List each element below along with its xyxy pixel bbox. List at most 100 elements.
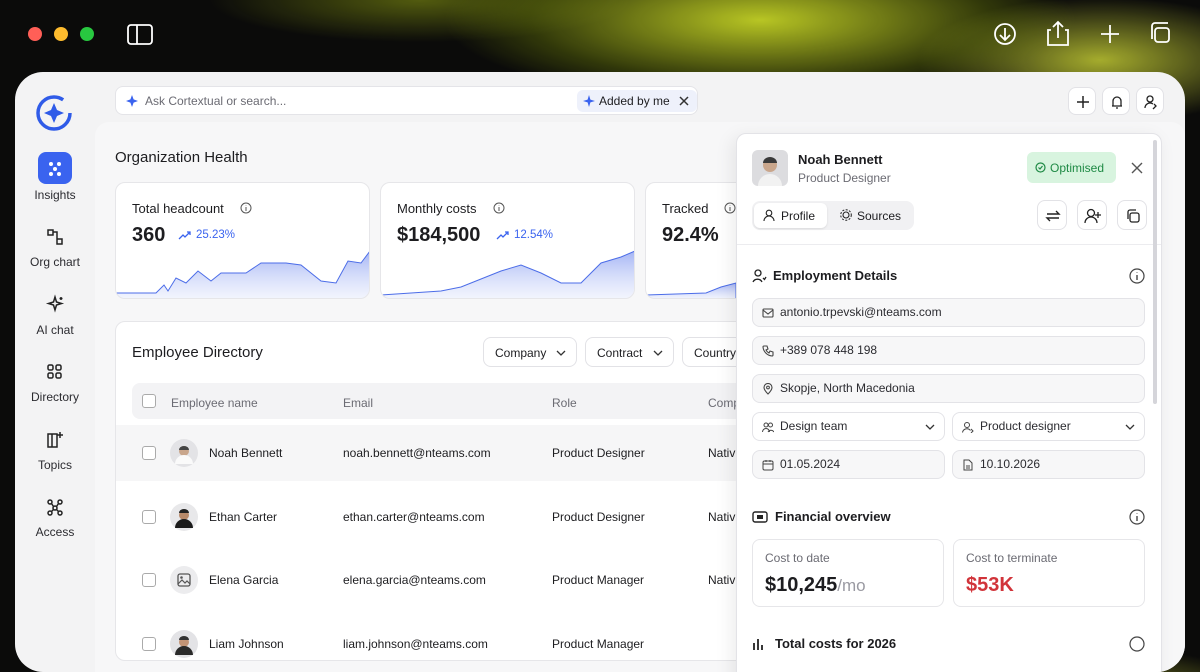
row-checkbox[interactable] [142, 509, 156, 524]
filter-dropdown[interactable]: Contract [585, 337, 674, 367]
panel-role: Product Designer [798, 171, 891, 185]
sync-button[interactable] [1037, 200, 1067, 230]
nav-label[interactable]: Directory [30, 390, 79, 405]
select-all-checkbox[interactable] [142, 394, 156, 408]
tab-label[interactable]: Profile [781, 209, 816, 223]
metric-change: 25.23% [196, 229, 236, 241]
team-select[interactable]: Design team [752, 412, 945, 441]
info-icon[interactable] [724, 202, 736, 214]
financial-title: Financial overview [775, 509, 891, 524]
minimize-dot[interactable] [54, 27, 68, 41]
location-field[interactable]: Skopje, North Macedonia [752, 374, 1145, 403]
phone-field[interactable]: +389 078 448 198 [752, 336, 1145, 365]
info-icon[interactable] [1129, 268, 1145, 284]
divider [737, 244, 1161, 245]
metric-value: $184,500 [397, 224, 481, 246]
filter-label: Contract [597, 346, 643, 360]
tab-active[interactable] [754, 203, 827, 228]
row-checkbox[interactable] [142, 446, 156, 460]
zoom-dot[interactable] [80, 27, 94, 41]
row-checkbox[interactable] [142, 573, 156, 588]
nav-label[interactable]: Insights [34, 188, 76, 202]
metric-value: 360 [132, 224, 166, 246]
new-tab-icon[interactable] [1101, 25, 1119, 43]
metric-label: Total headcount [132, 201, 224, 216]
phone-value: +389 078 448 198 [780, 343, 878, 357]
email-field[interactable]: antonio.trpevski@nteams.com [752, 298, 1145, 327]
nav-icon[interactable] [44, 496, 66, 518]
employee-avatar [170, 566, 198, 595]
table-cell: Product Designer [552, 446, 645, 460]
close-dot[interactable] [28, 27, 42, 41]
window-chrome [28, 20, 1170, 46]
employee-avatar [170, 630, 198, 659]
start-date-field[interactable]: 01.05.2024 [752, 450, 945, 479]
start-date-value: 01.05.2024 [780, 457, 841, 471]
notifications-button[interactable] [1102, 87, 1130, 115]
copy-button[interactable] [1117, 200, 1147, 230]
position-value: Product designer [980, 419, 1071, 433]
nav-label[interactable]: Access [35, 525, 75, 539]
column-header[interactable]: Comp [708, 396, 741, 410]
info-icon[interactable] [1129, 509, 1145, 525]
metric-change: 12.54% [514, 229, 554, 241]
filter-dropdown[interactable]: Company [483, 337, 577, 367]
nav-icon[interactable] [44, 429, 66, 451]
filter-label: Country [694, 346, 737, 360]
nav-icon[interactable] [44, 361, 66, 383]
table-row[interactable]: Noah Bennett noah.bennett@nteams.com Produ… [116, 425, 754, 481]
filter-label: Company [495, 346, 547, 360]
position-select[interactable]: Product designer [952, 412, 1145, 441]
close-panel[interactable] [1131, 162, 1143, 174]
add-button[interactable] [1068, 87, 1096, 115]
scrollbar [1153, 140, 1157, 404]
table-header: Employee name Email Role Comp [132, 383, 752, 419]
tabs: Profile Sources [752, 201, 914, 230]
table-row[interactable]: Ethan Carter ethan.carter@nteams.com Produ… [116, 489, 754, 545]
nav-label[interactable]: Topics [37, 457, 72, 472]
filter-chip[interactable]: Added by me [577, 90, 697, 112]
column-header[interactable]: Role [552, 396, 577, 410]
tab-label[interactable]: Sources [857, 209, 902, 223]
trend-icon [496, 231, 509, 240]
table-row[interactable]: Elena Garcia elena.garcia@nteams.com Produ… [116, 552, 754, 608]
table-cell: Product Designer [552, 509, 645, 524]
nav-label[interactable]: AI chat [36, 322, 74, 337]
location-value: Skopje, North Macedonia [780, 381, 915, 395]
team-value: Design team [780, 419, 848, 433]
terminate-value: $53K [966, 574, 1014, 596]
row-checkbox[interactable] [142, 637, 156, 652]
sidebar-toggle[interactable] [127, 24, 153, 45]
column-header[interactable]: Employee name [171, 396, 258, 410]
table-cell: Product Manager [552, 637, 645, 652]
nav-label[interactable]: Org chart [29, 255, 80, 270]
table-row[interactable]: Liam Johnson liam.johnson@nteams.com Produ… [116, 616, 754, 672]
employee-panel: Noah Bennett Product Designer Optimised … [736, 133, 1162, 672]
tabs-icon[interactable] [1151, 22, 1170, 43]
info-icon[interactable] [240, 202, 252, 214]
column-header[interactable]: Email [343, 396, 374, 410]
share-icon[interactable] [1047, 20, 1069, 46]
status-text: Optimised [1050, 161, 1105, 175]
cost-unit: /mo [837, 576, 866, 595]
metric-value: 92.4% [662, 224, 719, 246]
end-date-field[interactable]: 10.10.2026 [952, 450, 1145, 479]
directory-title: Employee Directory [132, 344, 263, 361]
table-cell: Noah Bennett [209, 446, 283, 460]
table-cell: liam.johnson@nteams.com [343, 637, 488, 652]
status-chip: Optimised [1027, 152, 1116, 183]
table-cell: Elena Garcia [209, 573, 279, 588]
download-icon[interactable] [994, 23, 1016, 45]
search-bar[interactable]: Ask Cortextual or search... Added by me [115, 86, 698, 115]
sparkline [116, 251, 369, 298]
user-settings-button[interactable] [1136, 87, 1164, 115]
nav-icon[interactable] [44, 226, 66, 248]
add-user-button[interactable] [1077, 200, 1107, 230]
cost-label: Cost to date [765, 551, 830, 565]
info-icon[interactable] [493, 202, 505, 214]
table-cell: Nativ [708, 446, 736, 460]
terminate-card: Cost to terminate $53K [953, 539, 1145, 607]
panel-name: Noah Bennett [798, 152, 883, 167]
nav-icon[interactable] [44, 294, 66, 316]
